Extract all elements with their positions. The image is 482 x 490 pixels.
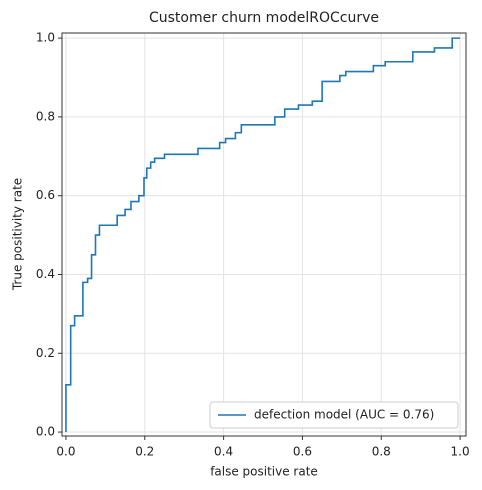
x-axis-label: false positive rate [210,465,318,479]
legend-box [209,401,459,429]
y-axis-label: True positivity rate [11,178,25,291]
y-tick-label: 0.4 [36,267,55,281]
x-tick-label: 0.0 [56,445,75,459]
legend-label: defection model (AUC = 0.76) [254,408,434,422]
x-tick-label: 0.4 [214,445,233,459]
plot-frame [61,32,467,437]
x-tick-label: 0.6 [293,445,312,459]
y-tick-label: 0.8 [36,109,55,123]
x-tick-label: 0.2 [135,445,154,459]
chart-title: Customer churn modelROCcurve [149,10,379,26]
y-tick-label: 1.0 [36,31,55,45]
x-tick-label: 0.8 [372,445,391,459]
y-tick-label: 0.2 [36,346,55,360]
y-tick-label: 0.0 [36,425,55,439]
x-tick-label: 1.0 [451,445,470,459]
y-tick-label: 0.6 [36,188,55,202]
roc-line [65,37,461,433]
